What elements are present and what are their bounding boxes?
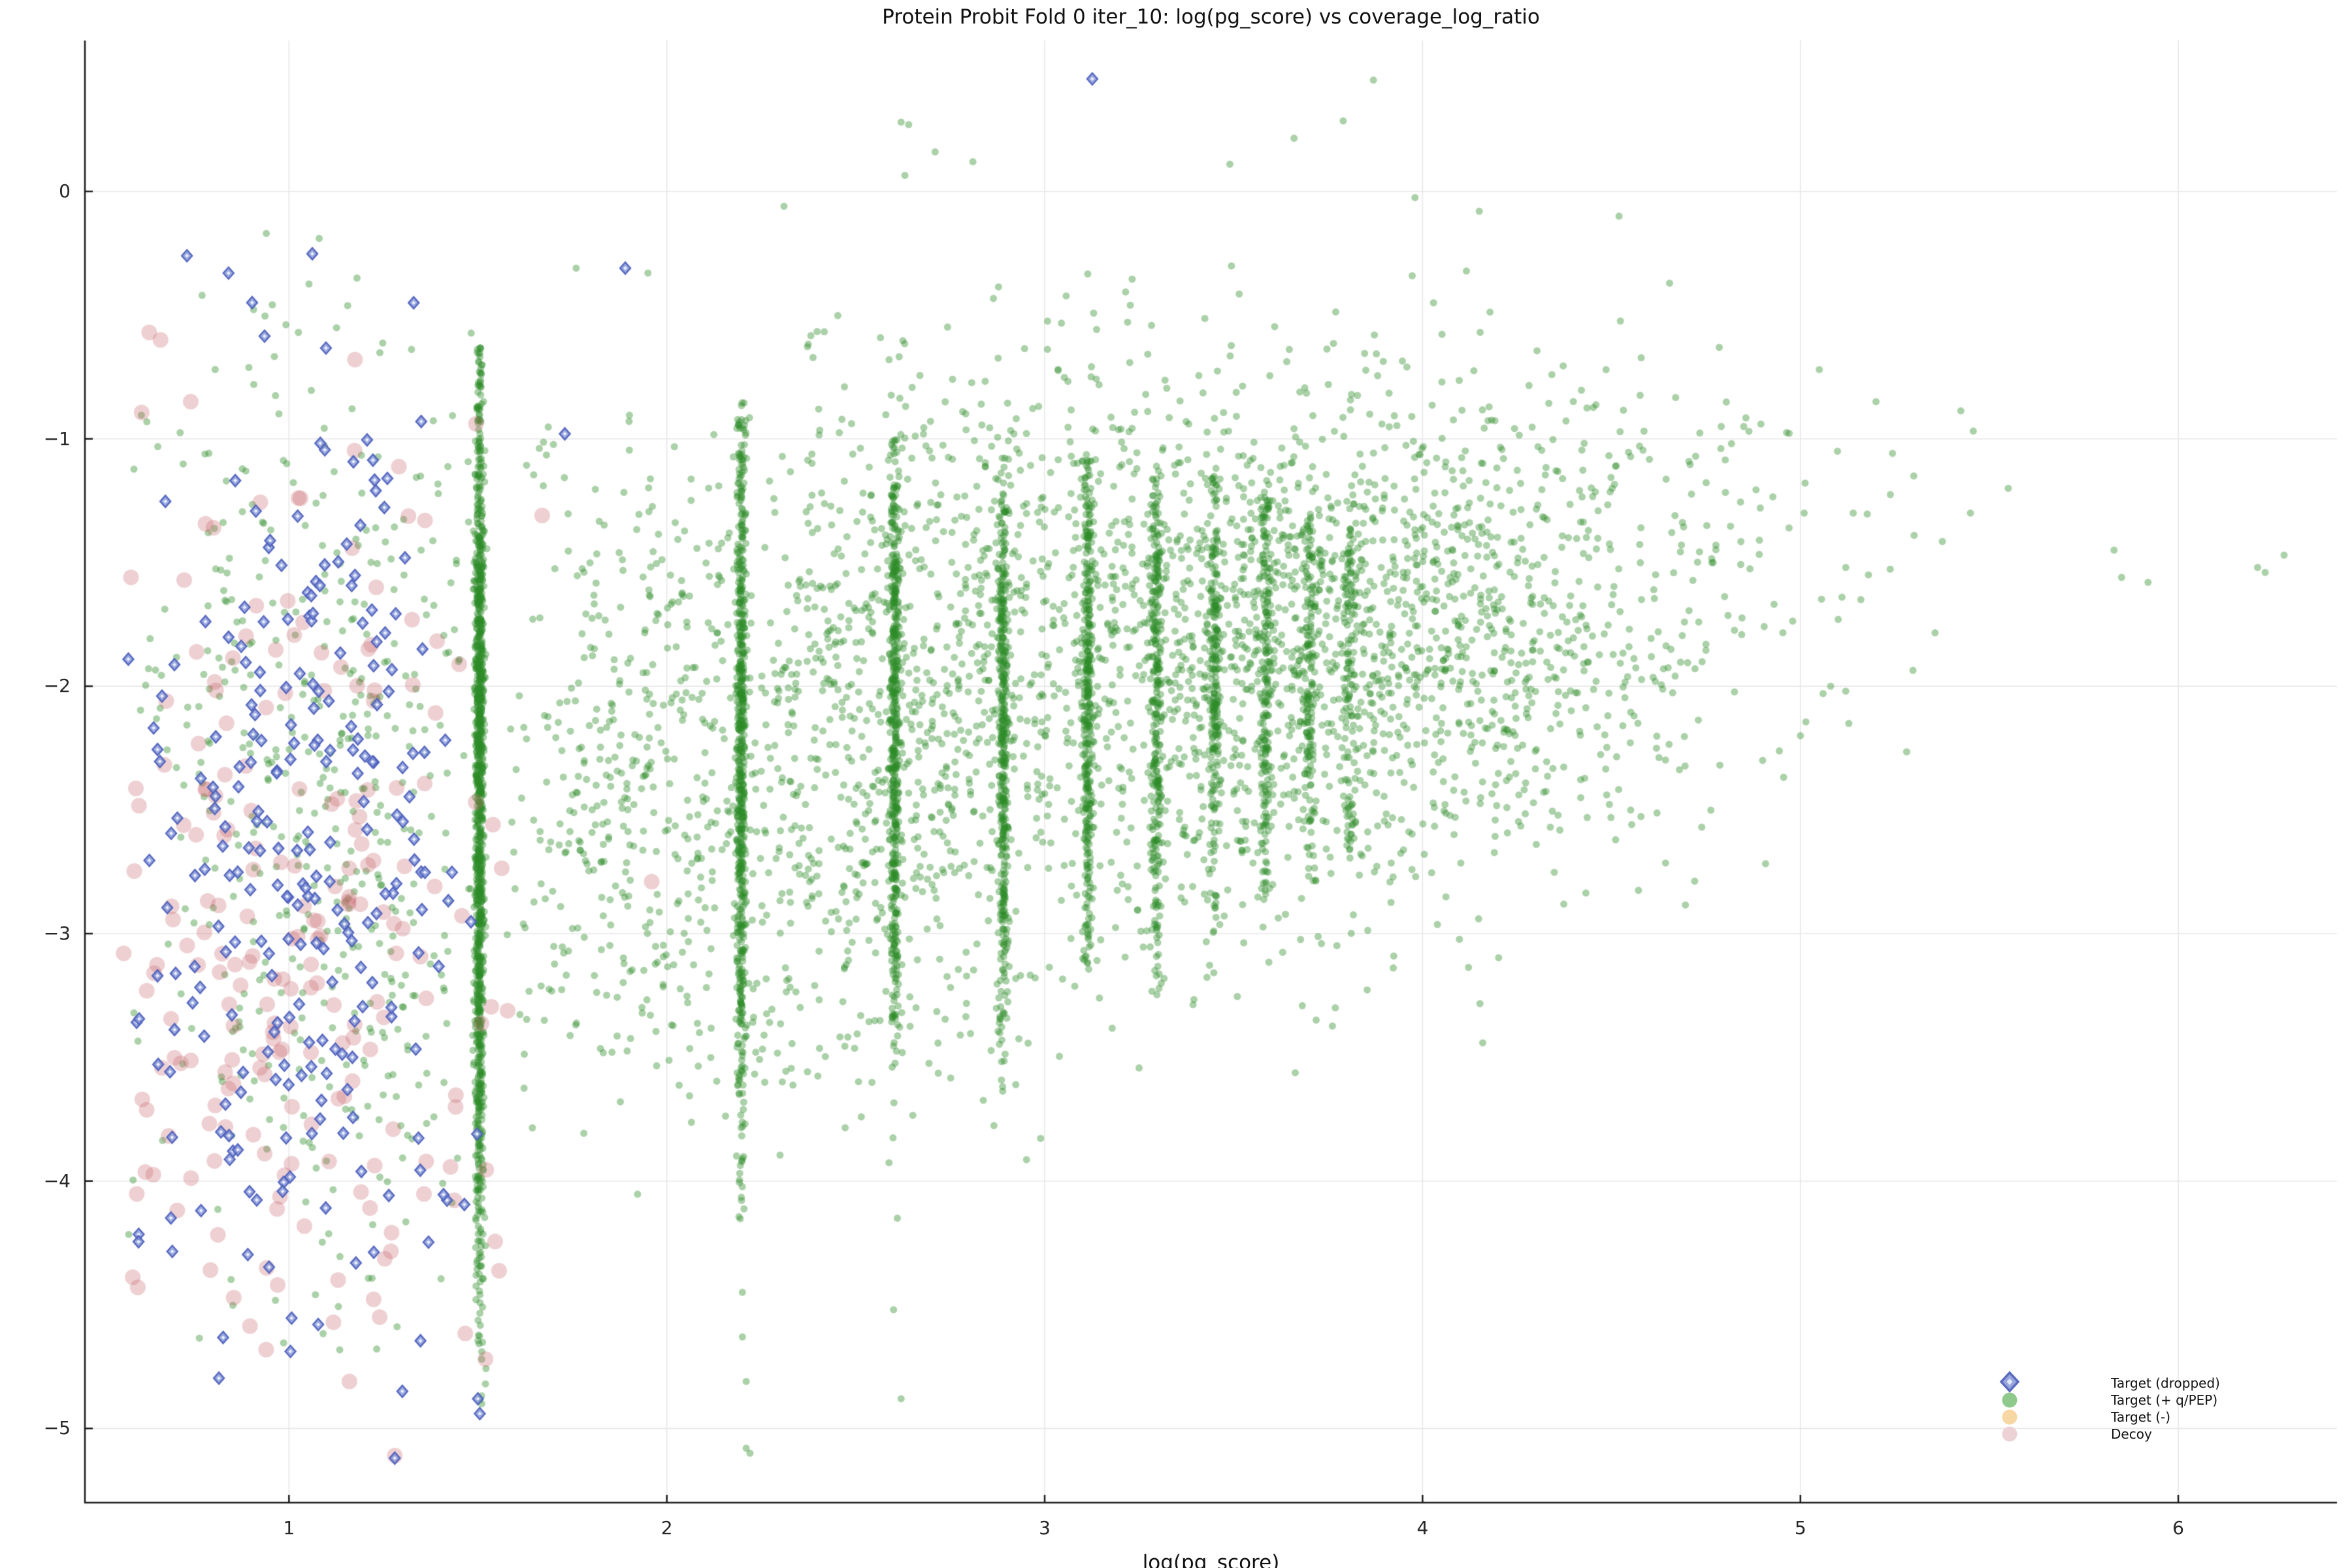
x-tick-label: 2 (661, 1517, 673, 1539)
legend-circle-pink-icon (2002, 1426, 2017, 1442)
legend-item: Target (+ q/PEP) (1986, 1392, 2326, 1409)
legend-circle-green-icon (2002, 1392, 2017, 1408)
legend-item: Target (-) (1986, 1409, 2326, 1426)
x-tick-label: 1 (283, 1517, 295, 1539)
y-tick-label: −5 (43, 1417, 71, 1439)
x-tick-label: 6 (2172, 1517, 2184, 1539)
y-tick-label: 0 (59, 180, 71, 202)
legend-circle-yellow-icon (2002, 1409, 2017, 1425)
legend-item: Decoy (1986, 1426, 2326, 1443)
legend-label: Target (-) (2111, 1409, 2171, 1425)
y-tick-label: −2 (43, 675, 71, 697)
legend-item: Target (dropped) (1986, 1371, 2326, 1393)
chart-title: Protein Probit Fold 0 iter_10: log(pg_sc… (882, 5, 1540, 29)
y-tick-label: −4 (43, 1169, 71, 1192)
x-axis-label: log(pg_score) (1142, 1551, 1280, 1568)
x-tick-label: 4 (1416, 1517, 1429, 1539)
legend-label: Target (dropped) (2111, 1375, 2220, 1391)
legend: Target (dropped) Target (+ q/PEP) Target (… (1986, 1371, 2326, 1443)
x-tick-label: 5 (1794, 1517, 1806, 1539)
x-tick-label: 3 (1039, 1517, 1051, 1539)
y-tick-label: −1 (43, 427, 71, 449)
legend-label: Decoy (2111, 1426, 2152, 1442)
y-tick-label: −3 (43, 923, 71, 945)
legend-label: Target (+ q/PEP) (2111, 1392, 2218, 1408)
legend-diamond-icon (1999, 1371, 2021, 1396)
